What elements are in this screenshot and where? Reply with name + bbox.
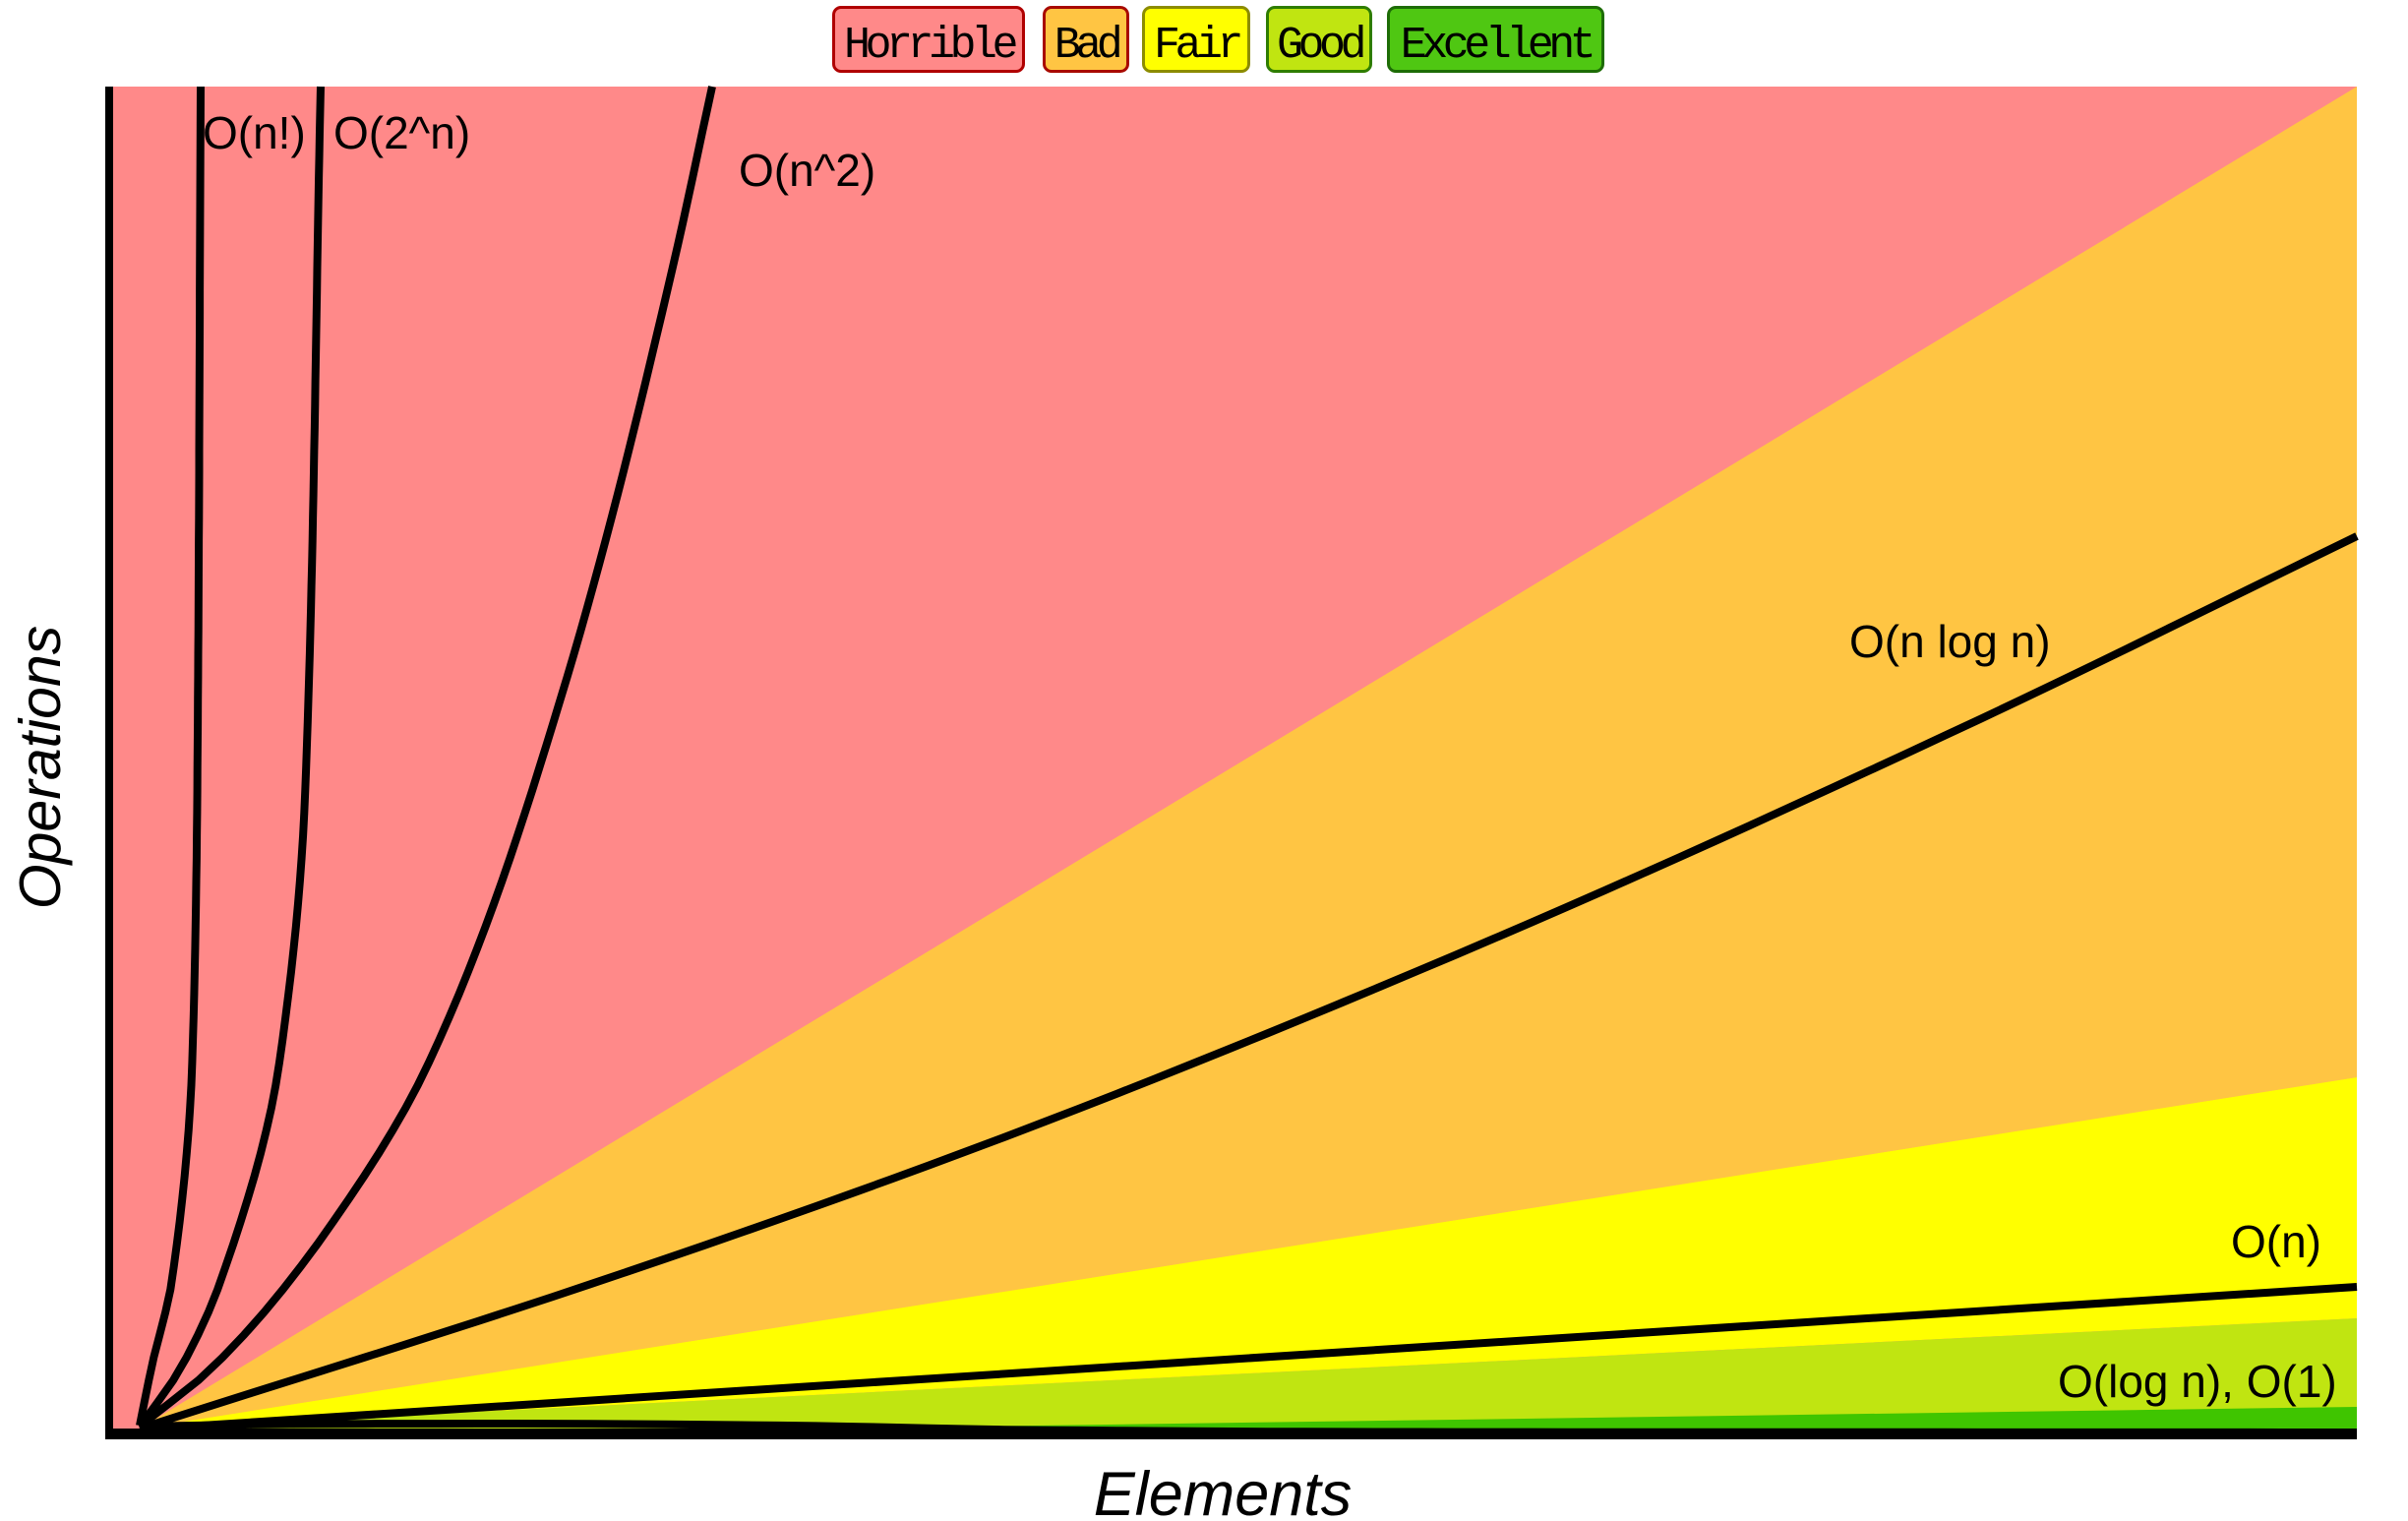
svg-text:Elements: Elements bbox=[1094, 1460, 1353, 1521]
svg-text:Operations: Operations bbox=[8, 626, 73, 910]
svg-text:O(n): O(n) bbox=[2231, 1216, 2321, 1267]
svg-text:O(n!): O(n!) bbox=[203, 107, 306, 158]
svg-text:O(n^2): O(n^2) bbox=[739, 145, 875, 196]
svg-text:O(log n), O(1): O(log n), O(1) bbox=[2058, 1356, 2337, 1407]
svg-text:O(2^n): O(2^n) bbox=[333, 107, 470, 158]
svg-text:O(n log n): O(n log n) bbox=[1849, 616, 2051, 667]
